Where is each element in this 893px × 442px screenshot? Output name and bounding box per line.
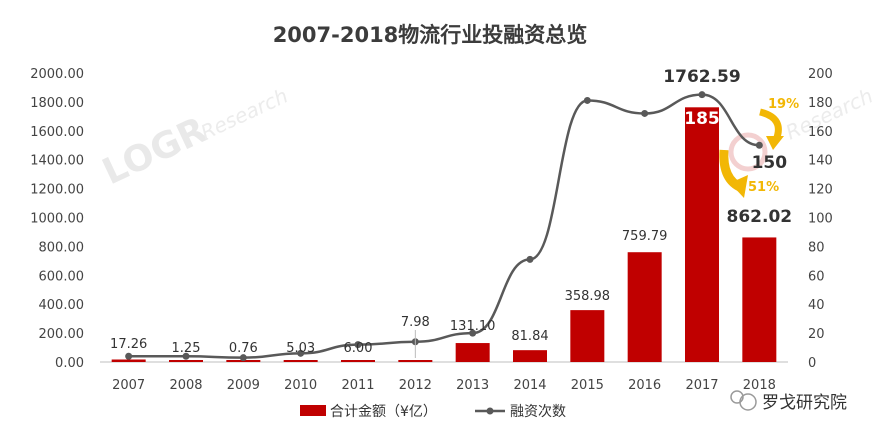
bar-value-label: 5.03	[286, 341, 315, 356]
watermark-logo-text: LOGR	[96, 110, 213, 193]
x-tick-label: 2012	[399, 378, 432, 393]
bar	[570, 310, 605, 362]
y-left-tick-label: 1000.00	[30, 212, 84, 227]
bar-value-label: 759.79	[622, 229, 668, 244]
bar-value-label: 1.25	[172, 341, 201, 356]
chart-title: 2007-2018物流行业投融资总览	[273, 23, 588, 47]
y-left-tick-label: 400.00	[39, 298, 85, 313]
bar-value-label: 17.26	[110, 337, 147, 352]
line-point	[641, 109, 649, 117]
line-value-label: 150	[752, 153, 788, 173]
y-right-tick-label: 0	[808, 356, 816, 371]
wechat-icon-bubble	[730, 390, 744, 404]
x-tick-label: 2016	[628, 378, 661, 393]
y-left-tick-label: 1800.00	[30, 96, 84, 111]
line-data-labels: 185 150	[684, 109, 787, 173]
bar	[685, 107, 719, 362]
x-tick-label: 2014	[513, 378, 546, 393]
x-tick-label: 2008	[169, 378, 202, 393]
x-tick-label: 2010	[284, 378, 317, 393]
bar-series	[111, 107, 777, 362]
bar	[341, 360, 375, 362]
annotations: 19% 51%	[719, 97, 799, 198]
y-left-tick-label: 1600.00	[30, 125, 84, 140]
y-right-tick-label: 80	[808, 240, 825, 255]
x-tick-label: 2013	[456, 378, 489, 393]
bar-value-label: 862.02	[727, 207, 793, 227]
y-axis-left: 0.00 200.00 400.00 600.00 800.00 1000.00 1200.…	[30, 67, 84, 371]
y-right-tick-label: 20	[808, 327, 825, 342]
bar	[742, 237, 777, 362]
y-right-tick-label: 140	[808, 154, 833, 169]
x-tick-label: 2017	[685, 378, 718, 393]
y-left-tick-label: 1400.00	[30, 154, 84, 169]
legend-line-marker	[486, 407, 494, 415]
annotation-arrowhead-icon	[766, 136, 784, 150]
bar	[398, 360, 433, 362]
bar-value-label: 0.76	[229, 341, 258, 356]
line-series	[125, 91, 763, 362]
bar	[283, 360, 318, 362]
watermark-sub-text: Research	[197, 83, 292, 144]
bar	[111, 359, 146, 362]
line-point	[182, 352, 190, 360]
legend-bar-label: 合计金额（¥亿）	[330, 404, 437, 420]
y-right-tick-label: 200	[808, 67, 833, 82]
y-right-tick-label: 100	[808, 212, 833, 227]
annotation-51pct: 51%	[748, 180, 779, 195]
annotation-arrowhead-icon	[730, 175, 748, 198]
line-point	[469, 329, 477, 337]
y-left-tick-label: 0.00	[55, 356, 84, 371]
brand-mark: 罗戈研究院	[730, 390, 847, 413]
x-tick-label: 2015	[571, 378, 604, 393]
y-right-tick-label: 120	[808, 183, 833, 198]
line-point	[526, 255, 534, 263]
annotation-arrow-icon	[759, 108, 782, 142]
bar	[169, 360, 203, 362]
line-point	[125, 352, 133, 360]
y-right-tick-label: 160	[808, 125, 833, 140]
legend-line-label: 融资次数	[510, 404, 566, 420]
watermark-ring-icon	[728, 132, 768, 172]
line-value-label: 185	[684, 109, 720, 129]
bar	[627, 252, 662, 362]
annotation-19pct: 19%	[768, 97, 799, 112]
x-axis: 2007 2008 2009 2010 2011 2012 2013 2014 2015 2016…	[112, 378, 776, 393]
x-tick-label: 2011	[341, 378, 374, 393]
bar	[455, 343, 490, 362]
x-tick-label: 2018	[743, 378, 776, 393]
x-tick-label: 2007	[112, 378, 145, 393]
line-point	[755, 141, 763, 149]
bar-value-label: 131.10	[450, 319, 496, 334]
bar-data-labels: 17.26 1.25 0.76 5.03 6.00 7.98 131.10 81.84 358.…	[110, 67, 792, 358]
watermark-left: LOGR Research	[96, 83, 291, 193]
bar-value-label: 7.98	[401, 315, 430, 330]
bar-value-label: 358.98	[565, 289, 611, 304]
x-tick-label: 2009	[227, 378, 260, 393]
bar-value-label: 1762.59	[663, 67, 740, 87]
y-right-tick-label: 60	[808, 269, 825, 284]
y-left-tick-label: 2000.00	[30, 67, 84, 82]
legend: 合计金额（¥亿） 融资次数	[300, 404, 566, 420]
line-point	[698, 91, 706, 99]
bar	[513, 350, 547, 362]
y-left-tick-label: 200.00	[39, 327, 85, 342]
y-axis-right: 0 20 40 60 80 100 120 140 160 180 200	[808, 67, 833, 371]
bar-value-label: 81.84	[511, 329, 548, 344]
y-left-tick-label: 600.00	[39, 269, 85, 284]
bar-value-label: 6.00	[344, 341, 373, 356]
line-point	[239, 354, 247, 362]
y-left-tick-label: 1200.00	[30, 183, 84, 198]
legend-bar-swatch	[300, 405, 326, 416]
y-right-tick-label: 40	[808, 298, 825, 313]
brand-label: 罗戈研究院	[762, 393, 847, 413]
y-left-tick-label: 800.00	[39, 240, 85, 255]
line-point	[583, 96, 591, 104]
line-point	[354, 341, 362, 349]
line-point	[297, 349, 305, 357]
y-right-tick-label: 180	[808, 96, 833, 111]
